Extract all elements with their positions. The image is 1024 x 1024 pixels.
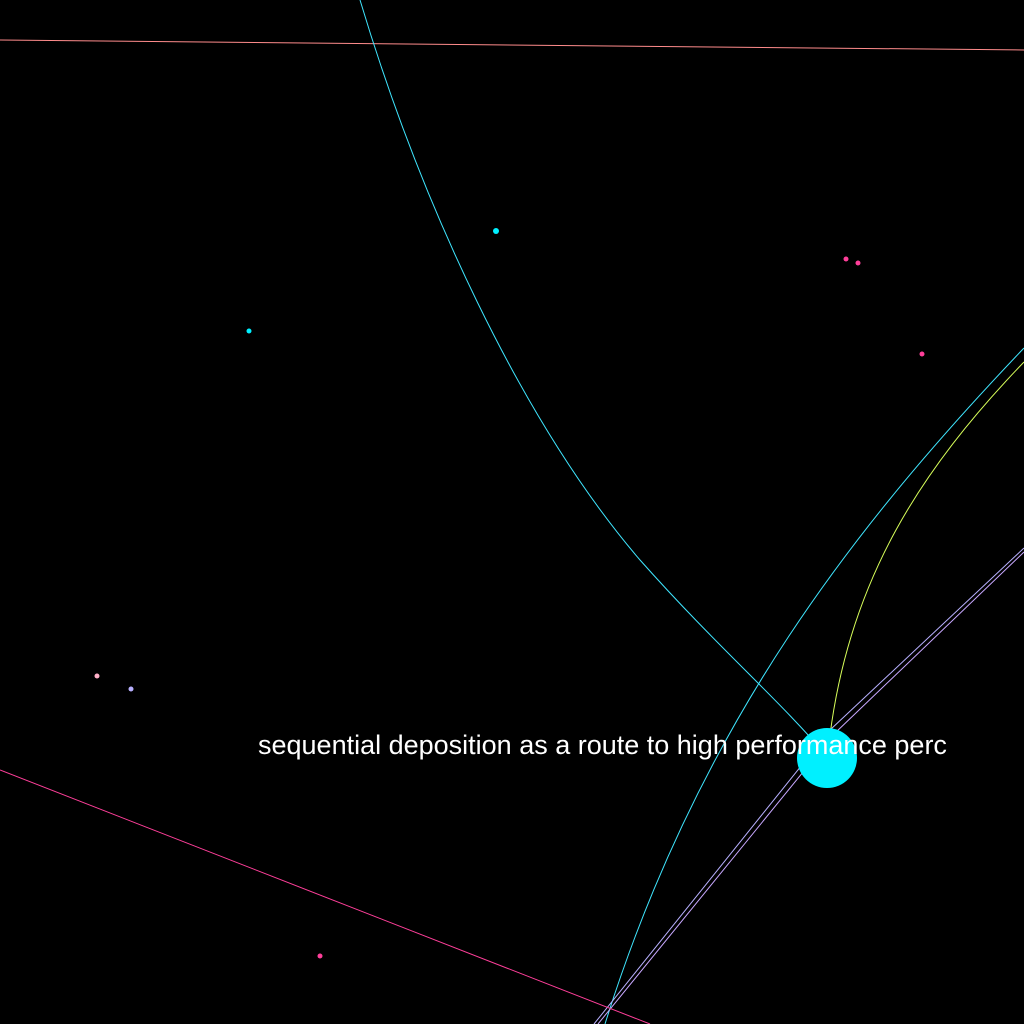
focus-node-label: sequential deposition as a route to high… [258, 730, 947, 760]
node-pink-4[interactable] [317, 953, 323, 959]
edge-pink-diagonal [0, 769, 651, 1024]
node-lavender[interactable] [128, 686, 134, 692]
node-cyan-1[interactable] [493, 228, 499, 234]
edge-lavender-line-2 [597, 551, 1024, 1024]
node-light-pink[interactable] [94, 673, 100, 679]
node-pink-2[interactable] [855, 260, 861, 266]
edge-cyan-arc-right [604, 347, 1024, 1024]
edge-lavender-line-1 [593, 547, 1024, 1024]
focus-node[interactable] [797, 728, 857, 788]
edge-cyan-arc-top [359, 0, 831, 761]
node-pink-3[interactable] [919, 351, 925, 357]
edge-yellow-green-arc [829, 361, 1024, 736]
node-pink-1[interactable] [843, 256, 849, 262]
edge-top-horizontal [0, 39, 1024, 51]
node-cyan-2[interactable] [246, 328, 252, 334]
